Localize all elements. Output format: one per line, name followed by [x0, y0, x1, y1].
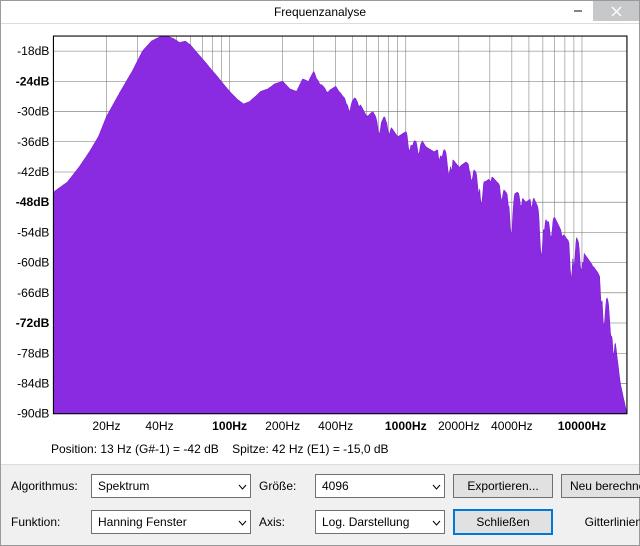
function-select[interactable]: Hanning Fenster — [91, 510, 251, 534]
svg-text:-84dB: -84dB — [17, 377, 49, 391]
svg-text:10000Hz: 10000Hz — [558, 419, 606, 433]
peak-value: 42 Hz (E1) = -15,0 dB — [272, 442, 388, 456]
algorithm-value: Spektrum — [98, 479, 149, 493]
size-value: 4096 — [322, 479, 349, 493]
svg-text:100Hz: 100Hz — [212, 419, 247, 433]
minimize-button[interactable] — [563, 1, 593, 21]
titlebar[interactable]: Frequenzanalyse — [1, 1, 639, 24]
svg-text:-42dB: -42dB — [17, 165, 49, 179]
peak-label: Spitze: — [232, 442, 269, 456]
chevron-down-icon — [432, 479, 441, 493]
controls-panel: Algorithmus: Spektrum Größe: 4096 Export… — [1, 464, 639, 545]
svg-text:-30dB: -30dB — [17, 105, 49, 119]
function-value: Hanning Fenster — [98, 515, 187, 529]
svg-text:-78dB: -78dB — [17, 346, 49, 360]
close-dialog-button[interactable]: Schließen — [453, 509, 553, 535]
algorithm-select[interactable]: Spektrum — [91, 474, 251, 498]
svg-text:-18dB: -18dB — [17, 44, 49, 58]
svg-text:20Hz: 20Hz — [92, 419, 120, 433]
svg-text:40Hz: 40Hz — [145, 419, 173, 433]
status-line: Position: 13 Hz (G#-1) = -42 dB Spitze: … — [7, 436, 633, 464]
svg-text:2000Hz: 2000Hz — [438, 419, 480, 433]
spectrum-plot[interactable]: -18dB -24dB -30dB -36dB -42dB -48dB -54dB -60dB… — [7, 32, 633, 436]
svg-text:-90dB: -90dB — [17, 407, 49, 421]
svg-text:-54dB: -54dB — [17, 226, 49, 240]
svg-text:-48dB: -48dB — [16, 195, 50, 209]
gridlines-checkbox-wrap: Gitterlinien — [561, 515, 640, 530]
position-value: 13 Hz (G#-1) = -42 dB — [100, 442, 218, 456]
export-button[interactable]: Exportieren... — [453, 474, 553, 498]
algorithm-label: Algorithmus: — [11, 479, 83, 493]
svg-text:200Hz: 200Hz — [265, 419, 300, 433]
frequency-analysis-window: Frequenzanalyse -18dB -24dB -30dB -36dB -42d… — [0, 0, 640, 546]
chart-area: -18dB -24dB -30dB -36dB -42dB -48dB -54dB -60dB… — [1, 24, 639, 464]
axis-select[interactable]: Log. Darstellung — [315, 510, 445, 534]
svg-text:-72dB: -72dB — [16, 316, 50, 330]
close-button[interactable] — [593, 1, 639, 21]
window-controls — [563, 1, 639, 29]
gridlines-label: Gitterlinien — [585, 515, 640, 529]
axis-value: Log. Darstellung — [322, 515, 409, 529]
svg-text:-66dB: -66dB — [17, 286, 49, 300]
size-label: Größe: — [259, 479, 307, 493]
position-label: Position: — [51, 442, 97, 456]
chevron-down-icon — [432, 515, 441, 529]
recalculate-button[interactable]: Neu berechnen — [561, 474, 640, 498]
window-title: Frequenzanalyse — [274, 5, 366, 19]
svg-text:1000Hz: 1000Hz — [385, 419, 427, 433]
svg-text:4000Hz: 4000Hz — [491, 419, 533, 433]
svg-text:-36dB: -36dB — [17, 135, 49, 149]
svg-text:-24dB: -24dB — [16, 75, 50, 89]
function-label: Funktion: — [11, 515, 83, 529]
svg-text:-60dB: -60dB — [17, 256, 49, 270]
chevron-down-icon — [238, 479, 247, 493]
size-select[interactable]: 4096 — [315, 474, 445, 498]
chevron-down-icon — [238, 515, 247, 529]
svg-text:400Hz: 400Hz — [318, 419, 353, 433]
axis-label: Axis: — [259, 515, 307, 529]
